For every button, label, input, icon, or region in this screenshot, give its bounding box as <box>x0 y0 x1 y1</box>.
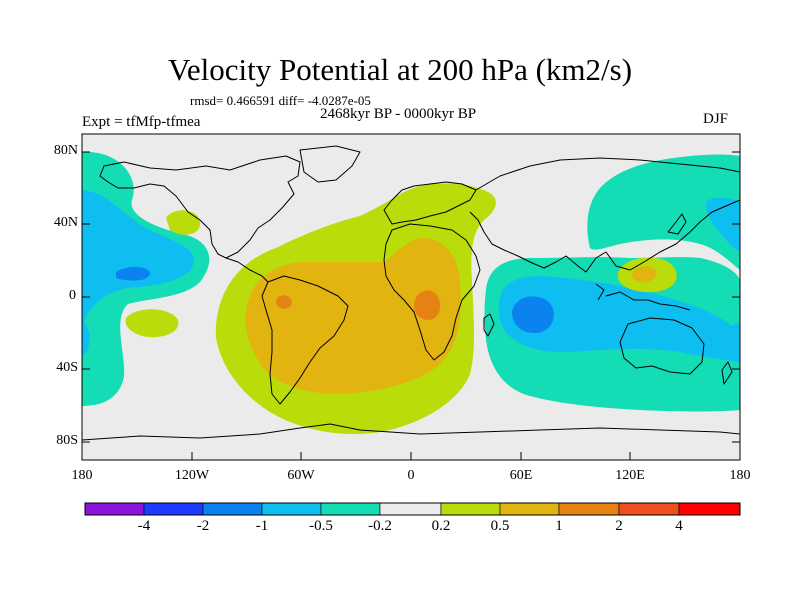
coast-new-zealand <box>721 361 733 385</box>
field-edge-blue-right <box>727 323 740 358</box>
colorbar-box <box>143 502 204 516</box>
field-north-pacific-negative <box>587 154 740 270</box>
coastlines <box>82 145 740 441</box>
stats-line: rmsd= 0.466591 diff= -4.0287e-05 <box>190 93 371 108</box>
field-indian-ocean-core <box>512 296 554 334</box>
coast-greenland <box>299 145 361 183</box>
coast-central-america <box>225 257 269 283</box>
lon-label-180w: 180 <box>71 468 93 483</box>
field-philippines-core <box>631 266 657 283</box>
colorbar-box <box>440 502 501 516</box>
colorbar-box <box>84 502 145 516</box>
field-atlantic-strong <box>245 237 461 394</box>
colorbar-label: 0.5 <box>490 518 510 534</box>
coast-antarctica <box>82 423 740 441</box>
field-west-pacific-blue <box>82 190 195 330</box>
lat-label-0: 0 <box>69 288 76 303</box>
colorbar-box <box>618 502 680 516</box>
colorbar-box <box>261 502 322 516</box>
field-west-pacific-core <box>116 266 150 281</box>
field-north-pacific-positive <box>166 210 200 235</box>
map-field <box>82 134 740 460</box>
coast-south-america <box>261 275 349 405</box>
colorbar-label: -0.5 <box>309 518 333 534</box>
colorbar-box <box>379 502 442 516</box>
field-edge-blue-left <box>82 322 90 356</box>
colorbar-label: 2 <box>615 518 623 534</box>
colorbar-label: 1 <box>555 518 563 534</box>
colorbar-label: -4 <box>137 518 151 534</box>
experiment-label: Expt = tfMfp-tfmea <box>82 114 201 130</box>
coast-europe <box>383 181 477 225</box>
coast-africa <box>383 223 481 361</box>
coast-asia <box>469 157 740 273</box>
colorbar-box <box>499 502 560 516</box>
coast-north-america <box>99 155 301 259</box>
lon-ticks <box>81 452 741 460</box>
coast-australia <box>619 317 705 375</box>
map-title: Velocity Potential at 200 hPa (km2/s) <box>167 52 633 87</box>
coast-japan <box>667 213 687 235</box>
lat-label-80n: 80N <box>53 143 78 158</box>
colorbar-label: 0.2 <box>431 518 451 534</box>
colorbar-box <box>558 502 620 516</box>
coast-madagascar <box>483 313 495 337</box>
field-south-pacific-positive <box>125 309 179 338</box>
lat-label-40s: 40S <box>56 360 78 375</box>
lon-label-0: 0 <box>407 468 415 483</box>
colorbar-box <box>320 502 381 516</box>
colorbar-label: -1 <box>255 518 269 534</box>
lon-label-60e: 60E <box>509 468 533 483</box>
field-africa-core <box>414 290 441 320</box>
colorbar-label: 4 <box>675 518 683 534</box>
field-amazon-core <box>276 295 292 309</box>
colorbar-box <box>678 502 741 516</box>
lat-label-40n: 40N <box>53 215 78 230</box>
lat-ticks <box>82 151 740 443</box>
lon-label-180e: 180 <box>729 468 751 483</box>
lat-label-80s: 80S <box>56 433 78 448</box>
lon-label-60w: 60W <box>287 468 315 483</box>
lon-label-120w: 120W <box>174 468 210 483</box>
colorbar-label: -0.2 <box>368 518 392 534</box>
colorbar-frame <box>84 502 741 516</box>
field-indian-ocean-blue <box>498 276 740 362</box>
colorbar-label: -2 <box>196 518 210 534</box>
lon-label-120e: 120E <box>615 468 645 483</box>
season-label: DJF <box>703 111 729 127</box>
colorbar-box <box>202 502 263 516</box>
period-label: 2468kyr BP - 0000kyr BP <box>320 106 477 122</box>
coast-maritime-continent <box>595 283 691 311</box>
colorbar <box>84 502 741 516</box>
